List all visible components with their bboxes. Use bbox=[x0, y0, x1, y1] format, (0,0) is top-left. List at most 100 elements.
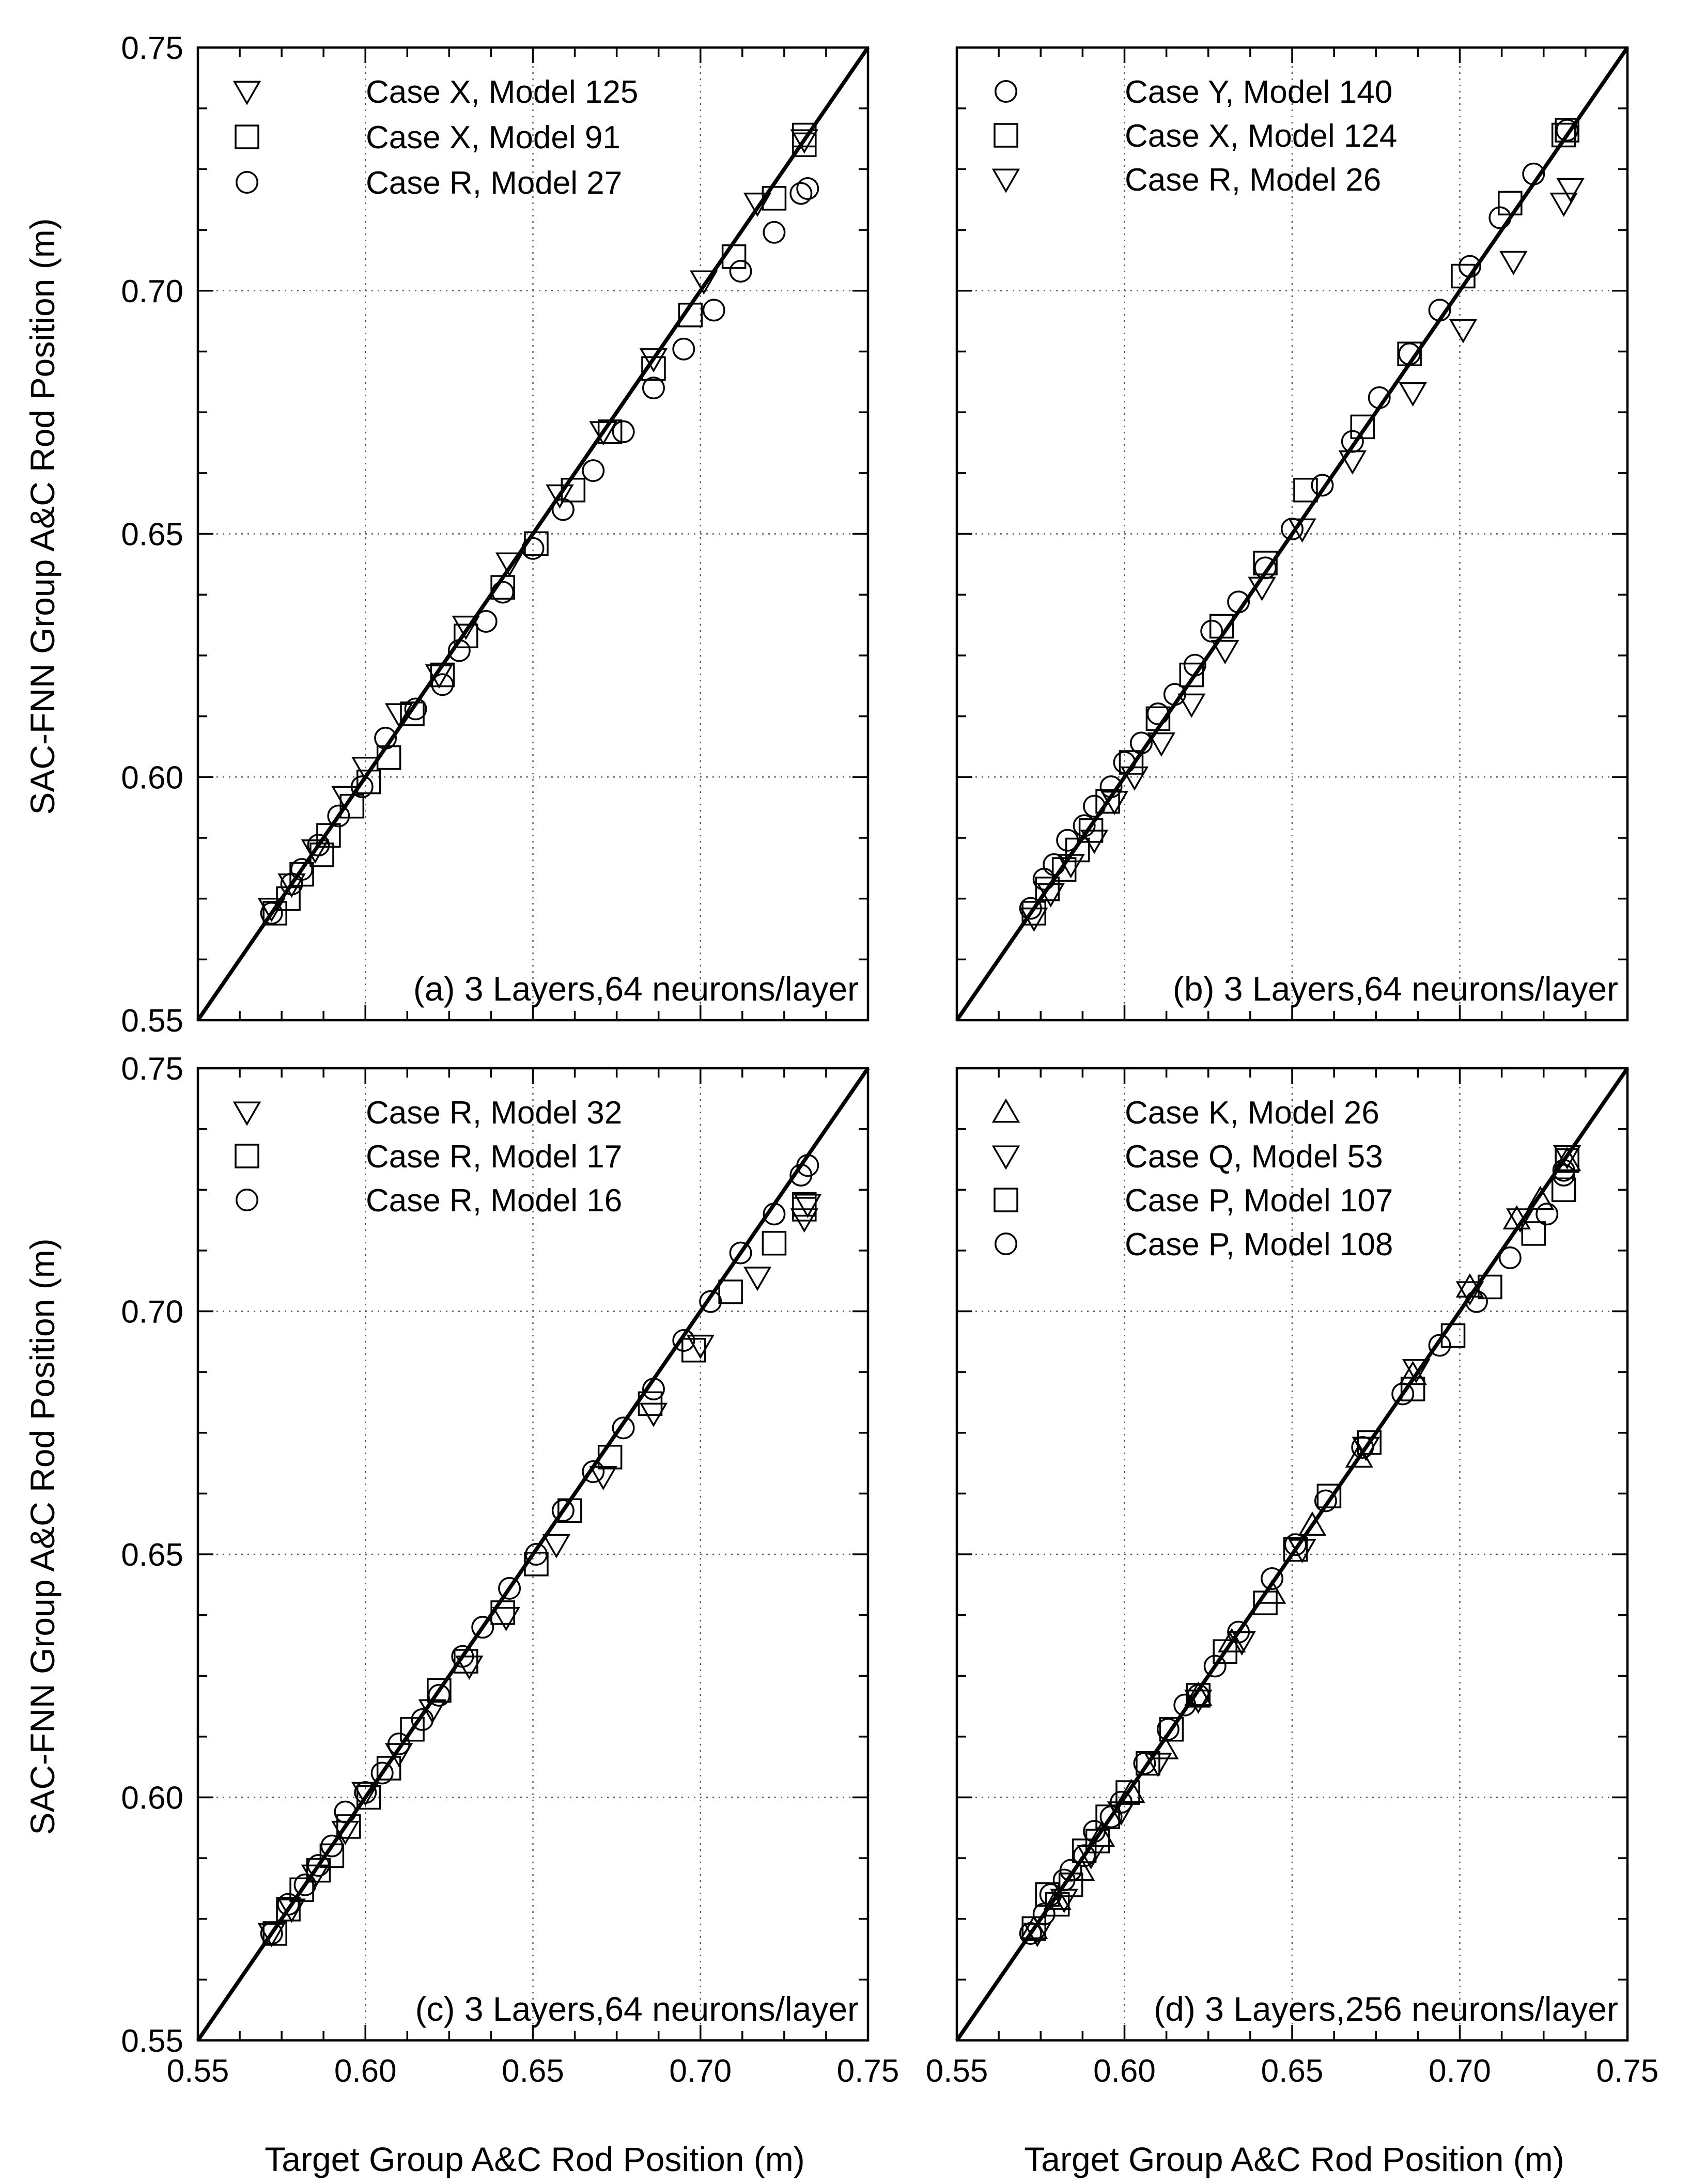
legend-label-3: Case R, Model 27 bbox=[366, 165, 622, 201]
data-point-series-4 bbox=[1498, 1246, 1522, 1269]
data-point-series-2 bbox=[1023, 1923, 1051, 1947]
data-point-series-2 bbox=[557, 1498, 582, 1523]
data-point-series-3 bbox=[327, 804, 350, 828]
data-point-series-4 bbox=[1351, 1436, 1374, 1459]
data-point-series-2 bbox=[356, 1785, 381, 1810]
data-point-series-3 bbox=[1211, 640, 1239, 665]
data-point-series-3 bbox=[1020, 907, 1048, 932]
legend-marker-3 bbox=[236, 171, 258, 194]
data-point-series-2 bbox=[276, 886, 301, 911]
data-point-series-3 bbox=[447, 639, 471, 662]
data-point-series-1 bbox=[1066, 1857, 1095, 1881]
legend-label-1: Case X, Model 125 bbox=[366, 74, 638, 110]
data-point-series-1 bbox=[1183, 653, 1206, 677]
data-point-series-4 bbox=[1428, 1334, 1451, 1357]
data-point-series-2 bbox=[376, 745, 401, 770]
data-point-series-3 bbox=[1478, 1274, 1502, 1300]
x-tick-label: 0.75 bbox=[1596, 2053, 1659, 2089]
legend-marker-3 bbox=[236, 1189, 258, 1211]
data-point-series-3 bbox=[1058, 1873, 1083, 1897]
data-point-series-3 bbox=[290, 858, 314, 881]
data-point-series-2 bbox=[262, 901, 287, 926]
legend-marker-2 bbox=[235, 124, 259, 149]
data-point-series-3 bbox=[582, 1460, 605, 1484]
data-point-series-3 bbox=[612, 420, 635, 443]
legend-label-2: Case Q, Model 53 bbox=[1125, 1139, 1383, 1175]
panel-title: (b) 3 Layers,64 neurons/layer bbox=[1173, 970, 1618, 1008]
data-point-series-3 bbox=[1159, 1717, 1184, 1742]
data-point-series-3 bbox=[1556, 178, 1585, 202]
data-point-series-3 bbox=[1338, 450, 1367, 475]
data-point-series-2 bbox=[1119, 750, 1144, 775]
data-point-series-1 bbox=[1455, 1273, 1484, 1298]
legend-marker-1 bbox=[991, 1098, 1020, 1123]
data-point-series-1 bbox=[1398, 342, 1421, 366]
data-point-series-3 bbox=[1449, 319, 1478, 344]
data-point-series-2 bbox=[1107, 1801, 1136, 1826]
panel-title: (a) 3 Layers,64 neurons/layer bbox=[413, 970, 859, 1008]
data-point-series-3 bbox=[1399, 382, 1427, 407]
data-point-series-2 bbox=[1065, 837, 1090, 863]
legend-label-1: Case Y, Model 140 bbox=[1125, 74, 1392, 110]
data-point-series-3 bbox=[642, 1378, 665, 1401]
data-point-series-2 bbox=[1253, 551, 1278, 575]
data-point-series-2 bbox=[356, 769, 381, 794]
y-tick-label: 0.55 bbox=[121, 2023, 183, 2059]
data-point-series-1 bbox=[546, 484, 574, 509]
data-point-series-1 bbox=[1526, 1185, 1555, 1210]
legend-marker-1 bbox=[995, 80, 1017, 103]
data-point-series-2 bbox=[454, 1649, 478, 1674]
data-point-series-2 bbox=[262, 1921, 287, 1946]
x-tick-label: 0.65 bbox=[502, 2053, 564, 2089]
data-point-series-4 bbox=[1552, 1159, 1575, 1182]
data-point-series-3 bbox=[1357, 1430, 1382, 1455]
data-point-series-2 bbox=[1553, 1145, 1581, 1169]
data-point-series-1 bbox=[425, 664, 454, 689]
data-point-series-3 bbox=[307, 834, 330, 857]
data-point-series-1 bbox=[1129, 731, 1153, 755]
data-point-series-3 bbox=[796, 177, 819, 200]
legend-label-3: Case P, Model 107 bbox=[1125, 1183, 1393, 1219]
panel-a: 0.55 0.60 0.65 0.70 0.75 Case X, Model 125 Cas… bbox=[121, 30, 870, 1039]
plot-frame bbox=[955, 46, 1629, 1022]
panel-d: 0.55 0.60 0.65 0.70 0.75 Case K, Model 26 Case… bbox=[926, 1067, 1659, 2089]
data-point-series-3 bbox=[729, 1241, 752, 1265]
data-point-series-1 bbox=[1146, 702, 1170, 725]
data-point-series-3 bbox=[1253, 1590, 1278, 1615]
data-point-series-2 bbox=[561, 478, 586, 503]
data-point-series-3 bbox=[521, 537, 545, 560]
data-point-series-3 bbox=[763, 1203, 786, 1226]
data-point-series-1 bbox=[1200, 619, 1223, 643]
data-point-series-1 bbox=[1368, 386, 1391, 409]
data-point-series-2 bbox=[1077, 1845, 1105, 1870]
data-point-series-3 bbox=[1499, 251, 1528, 275]
data-point-series-2 bbox=[1555, 118, 1579, 143]
data-point-series-4 bbox=[1535, 1203, 1559, 1226]
data-point-series-3 bbox=[1316, 1484, 1342, 1508]
data-point-series-3 bbox=[387, 1733, 411, 1755]
data-point-series-1 bbox=[384, 1743, 413, 1768]
data-point-series-3 bbox=[642, 377, 665, 400]
y-tick-label: 0.70 bbox=[121, 274, 183, 309]
data-point-series-3 bbox=[350, 775, 374, 799]
data-point-series-3 bbox=[1036, 883, 1065, 908]
data-point-series-3 bbox=[1549, 192, 1578, 217]
data-point-series-1 bbox=[351, 756, 380, 782]
data-point-series-2 bbox=[1455, 1281, 1484, 1306]
data-point-series-3 bbox=[612, 1416, 635, 1440]
data-point-series-3 bbox=[260, 1922, 283, 1945]
legend-marker-2 bbox=[994, 123, 1018, 148]
x-tick-label: 0.60 bbox=[334, 2053, 397, 2089]
data-point-series-4 bbox=[1314, 1489, 1337, 1512]
data-point-series-2 bbox=[400, 701, 425, 726]
legend-label-3: Case R, Model 16 bbox=[366, 1183, 622, 1219]
y-tick-label: 0.75 bbox=[121, 30, 183, 66]
data-point-series-2 bbox=[1179, 662, 1204, 688]
data-point-series-1 bbox=[331, 786, 360, 810]
x-tick-label: 0.60 bbox=[1093, 2053, 1156, 2089]
data-point-series-2 bbox=[1551, 122, 1576, 148]
data-point-series-3 bbox=[1120, 766, 1149, 791]
data-point-series-1 bbox=[743, 1267, 772, 1291]
data-point-series-3 bbox=[1555, 1148, 1579, 1173]
